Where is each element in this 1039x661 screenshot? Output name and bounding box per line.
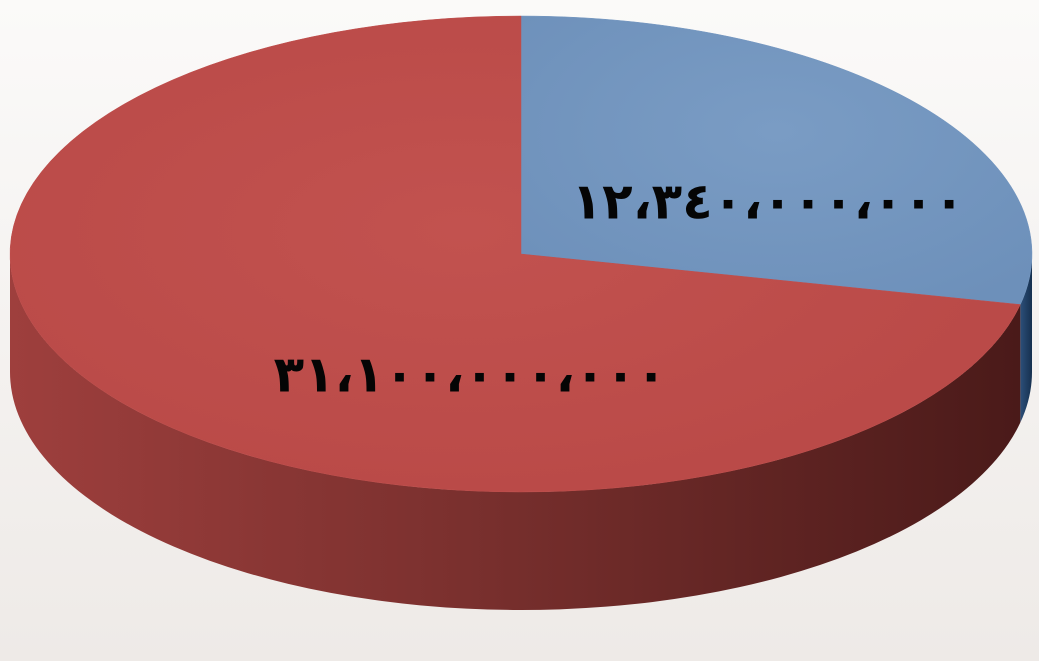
data-label-2: ٣١،١٠٠،٠٠٠،٠٠٠	[274, 346, 667, 404]
data-label-1: ١٢،٣٤٠،٠٠٠،٠٠٠	[572, 173, 965, 231]
pie-slice-2[interactable]	[9, 15, 1021, 493]
pie-slice-1[interactable]	[520, 15, 1033, 305]
pie-slice-side-1	[1020, 254, 1032, 423]
pie-slice-side-2	[10, 254, 1021, 610]
